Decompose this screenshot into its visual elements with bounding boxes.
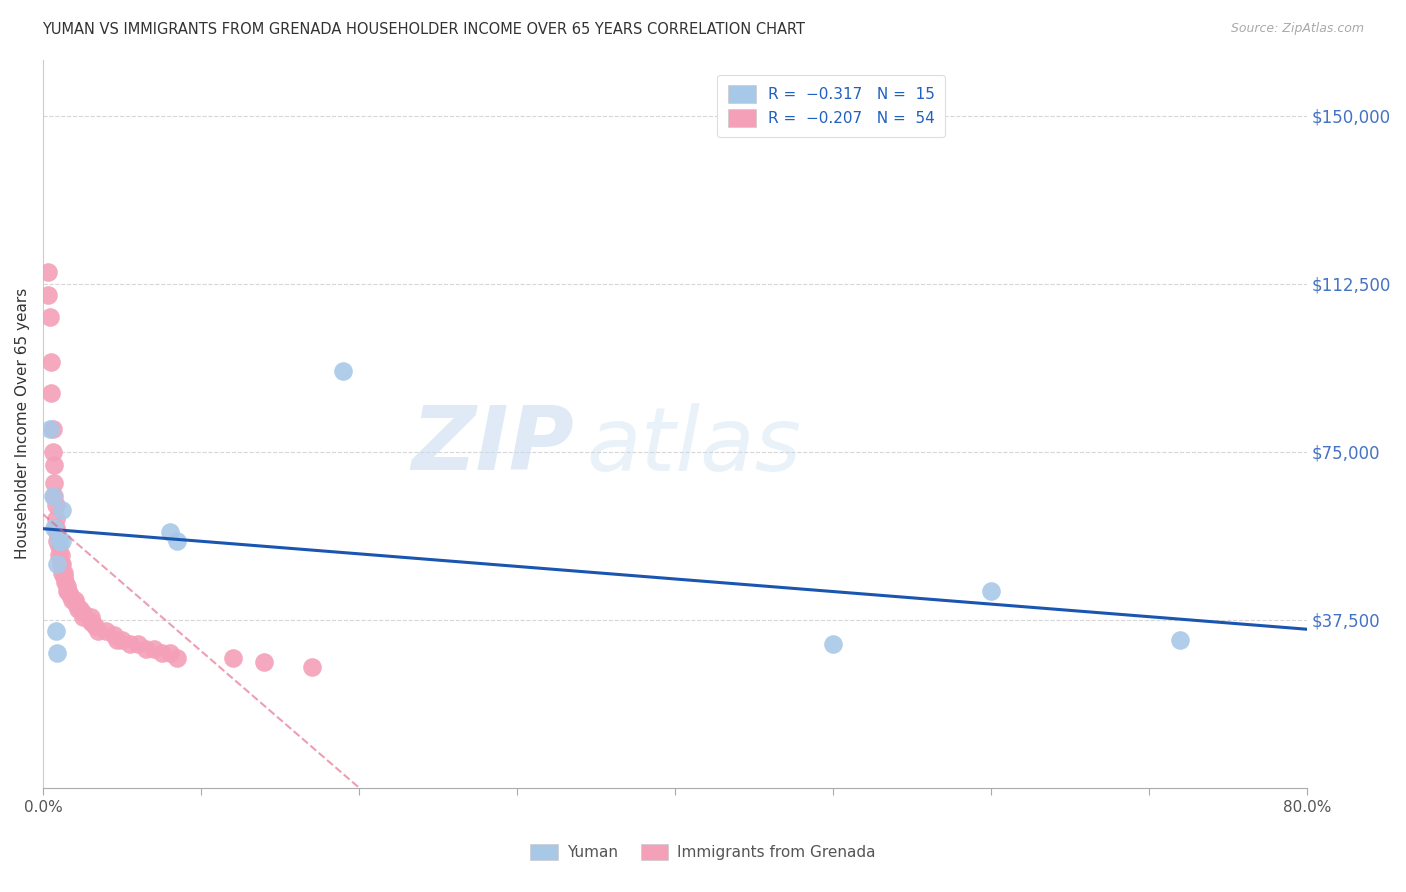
Point — [79, 615, 101, 629]
Point — [51, 503, 73, 517]
Point — [84, 619, 107, 633]
Point — [51, 557, 73, 571]
Point — [45, 499, 67, 513]
Text: ZIP: ZIP — [411, 402, 574, 489]
Point — [39, 355, 62, 369]
Point — [58, 583, 80, 598]
Point — [48, 534, 70, 549]
Point — [1170, 632, 1192, 647]
Point — [48, 548, 70, 562]
Point — [166, 534, 188, 549]
Point — [45, 512, 67, 526]
Point — [120, 637, 142, 651]
Point — [45, 624, 67, 638]
Point — [111, 632, 134, 647]
Point — [150, 646, 173, 660]
Point — [44, 490, 66, 504]
Point — [253, 655, 276, 669]
Point — [38, 422, 60, 436]
Point — [49, 557, 72, 571]
Point — [72, 606, 94, 620]
Point — [96, 624, 118, 638]
Point — [44, 458, 66, 472]
Point — [79, 610, 101, 624]
Legend: R =  −0.317   N =  15, R =  −0.207   N =  54: R = −0.317 N = 15, R = −0.207 N = 54 — [717, 75, 945, 137]
Point — [51, 566, 73, 580]
Text: YUMAN VS IMMIGRANTS FROM GRENADA HOUSEHOLDER INCOME OVER 65 YEARS CORRELATION CH: YUMAN VS IMMIGRANTS FROM GRENADA HOUSEHO… — [42, 22, 806, 37]
Point — [56, 583, 79, 598]
Point — [41, 490, 63, 504]
Point — [72, 610, 94, 624]
Point — [332, 364, 354, 378]
Point — [45, 521, 67, 535]
Point — [52, 566, 75, 580]
Point — [107, 632, 129, 647]
Text: Source: ZipAtlas.com: Source: ZipAtlas.com — [1230, 22, 1364, 36]
Point — [63, 592, 86, 607]
Point — [41, 422, 63, 436]
Point — [51, 534, 73, 549]
Point — [41, 444, 63, 458]
Point — [48, 539, 70, 553]
Point — [69, 601, 91, 615]
Point — [103, 628, 125, 642]
Point — [127, 637, 149, 651]
Point — [37, 265, 59, 279]
Legend: Yuman, Immigrants from Grenada: Yuman, Immigrants from Grenada — [524, 838, 882, 866]
Point — [166, 650, 188, 665]
Point — [87, 624, 110, 638]
Point — [46, 534, 69, 549]
Point — [44, 521, 66, 535]
Point — [49, 548, 72, 562]
Point — [222, 650, 245, 665]
Point — [159, 646, 181, 660]
Point — [82, 615, 104, 629]
Point — [46, 525, 69, 540]
Point — [65, 597, 87, 611]
Point — [66, 601, 89, 615]
Point — [38, 310, 60, 325]
Point — [37, 288, 59, 302]
Point — [821, 637, 844, 651]
Point — [46, 646, 69, 660]
Point — [159, 525, 181, 540]
Point — [59, 588, 82, 602]
Y-axis label: Householder Income Over 65 years: Householder Income Over 65 years — [15, 288, 30, 559]
Point — [60, 592, 83, 607]
Point — [44, 476, 66, 491]
Point — [39, 386, 62, 401]
Point — [135, 641, 157, 656]
Point — [301, 659, 323, 673]
Text: atlas: atlas — [586, 402, 801, 489]
Point — [53, 574, 76, 589]
Point — [980, 583, 1002, 598]
Point — [52, 570, 75, 584]
Point — [46, 557, 69, 571]
Point — [56, 579, 79, 593]
Point — [142, 641, 165, 656]
